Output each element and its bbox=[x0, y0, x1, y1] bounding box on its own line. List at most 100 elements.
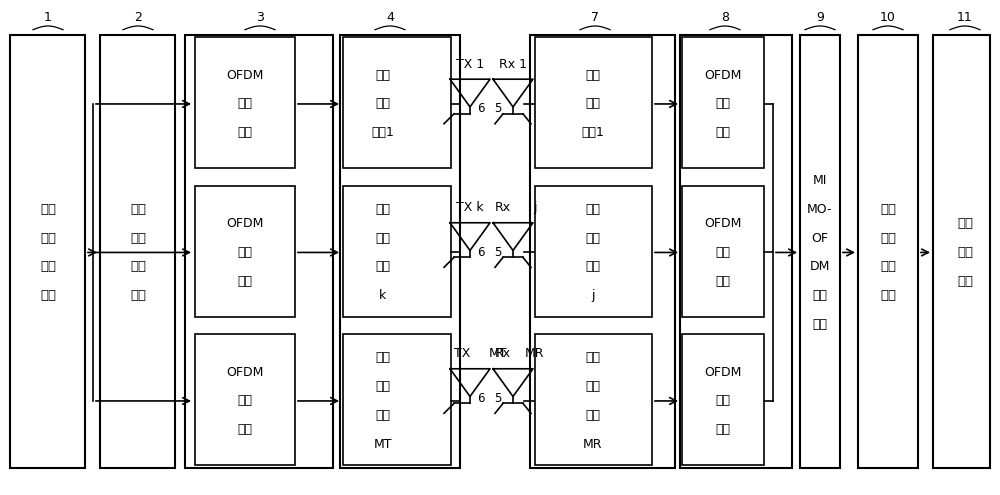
Bar bbox=[800, 35, 840, 468]
Text: TX k: TX k bbox=[456, 201, 484, 214]
Bar bbox=[535, 186, 652, 317]
Text: 单元: 单元 bbox=[130, 289, 146, 302]
Text: 11: 11 bbox=[957, 10, 973, 24]
Text: 空时: 空时 bbox=[880, 232, 896, 245]
Text: OF: OF bbox=[812, 232, 828, 245]
Text: 恢复: 恢复 bbox=[957, 246, 973, 259]
Text: 3: 3 bbox=[256, 10, 264, 24]
Text: 5: 5 bbox=[494, 392, 502, 405]
Text: TX 1: TX 1 bbox=[456, 58, 484, 71]
Text: MR: MR bbox=[525, 347, 545, 360]
Text: 单兴1: 单兴1 bbox=[372, 126, 394, 139]
Text: MO-: MO- bbox=[807, 203, 833, 216]
Text: 单兴1: 单兴1 bbox=[582, 126, 604, 139]
Text: 调制: 调制 bbox=[238, 395, 252, 407]
Text: 5: 5 bbox=[494, 246, 502, 259]
Bar bbox=[535, 37, 652, 168]
Text: 发射: 发射 bbox=[376, 69, 390, 82]
Text: 单元: 单元 bbox=[586, 260, 600, 273]
Bar bbox=[682, 186, 764, 317]
Text: 2: 2 bbox=[134, 10, 142, 24]
Text: 6: 6 bbox=[477, 246, 485, 259]
Text: j: j bbox=[591, 289, 595, 302]
Text: 4: 4 bbox=[386, 10, 394, 24]
Text: Rx 1: Rx 1 bbox=[499, 58, 527, 71]
Text: 数据: 数据 bbox=[957, 217, 973, 230]
Bar bbox=[343, 334, 451, 465]
Text: 空时: 空时 bbox=[130, 232, 146, 245]
Bar bbox=[858, 35, 918, 468]
Text: 射频: 射频 bbox=[586, 232, 600, 245]
Text: Rx: Rx bbox=[495, 347, 511, 360]
Text: DM: DM bbox=[810, 260, 830, 273]
Text: 单元: 单元 bbox=[40, 289, 56, 302]
Text: 射频: 射频 bbox=[376, 380, 390, 393]
Text: MI: MI bbox=[813, 174, 827, 187]
Bar bbox=[100, 35, 175, 468]
Text: OFDM: OFDM bbox=[226, 217, 264, 230]
Text: OFDM: OFDM bbox=[226, 69, 264, 82]
Text: 单元: 单元 bbox=[238, 126, 252, 139]
Text: 解调: 解调 bbox=[716, 246, 730, 259]
Text: 单元: 单元 bbox=[238, 423, 252, 436]
Text: 解码: 解码 bbox=[880, 260, 896, 273]
Text: MR: MR bbox=[583, 438, 603, 450]
Bar bbox=[682, 37, 764, 168]
Text: 检测: 检测 bbox=[812, 289, 828, 302]
Text: 编码: 编码 bbox=[130, 260, 146, 273]
Bar bbox=[682, 334, 764, 465]
Text: 发射: 发射 bbox=[376, 203, 390, 216]
Text: 7: 7 bbox=[591, 10, 599, 24]
Text: OFDM: OFDM bbox=[704, 366, 742, 379]
Text: 射频: 射频 bbox=[586, 380, 600, 393]
Text: 单元: 单元 bbox=[238, 275, 252, 288]
Text: 单元: 单元 bbox=[716, 126, 730, 139]
Bar bbox=[343, 186, 451, 317]
Bar bbox=[185, 35, 333, 468]
Text: 射频: 射频 bbox=[376, 232, 390, 245]
Text: Rx: Rx bbox=[495, 201, 511, 214]
Text: 数据: 数据 bbox=[40, 232, 56, 245]
Text: 10: 10 bbox=[880, 10, 896, 24]
Text: 发射: 发射 bbox=[40, 203, 56, 216]
Bar bbox=[933, 35, 990, 468]
Text: 接收: 接收 bbox=[586, 351, 600, 364]
Text: j: j bbox=[533, 201, 537, 214]
Bar bbox=[195, 37, 295, 168]
Text: 单元: 单元 bbox=[880, 289, 896, 302]
Text: 射频: 射频 bbox=[376, 98, 390, 110]
Text: 5: 5 bbox=[494, 102, 502, 115]
Text: MT: MT bbox=[489, 347, 507, 360]
Text: 1: 1 bbox=[44, 10, 52, 24]
Text: OFDM: OFDM bbox=[704, 69, 742, 82]
Text: 接收: 接收 bbox=[586, 69, 600, 82]
Text: 6: 6 bbox=[477, 102, 485, 115]
Text: 解调: 解调 bbox=[716, 98, 730, 110]
Text: 处理: 处理 bbox=[40, 260, 56, 273]
Text: 6: 6 bbox=[477, 392, 485, 405]
Text: 单元: 单元 bbox=[586, 409, 600, 422]
Text: 调制: 调制 bbox=[238, 98, 252, 110]
Text: 单元: 单元 bbox=[376, 409, 390, 422]
Text: 发射: 发射 bbox=[376, 351, 390, 364]
Bar bbox=[343, 37, 451, 168]
Text: 单元: 单元 bbox=[716, 275, 730, 288]
Bar bbox=[535, 334, 652, 465]
Text: 8: 8 bbox=[721, 10, 729, 24]
Text: TX: TX bbox=[454, 347, 470, 360]
Bar bbox=[340, 35, 460, 468]
Text: 分层: 分层 bbox=[130, 203, 146, 216]
Bar bbox=[195, 186, 295, 317]
Bar bbox=[10, 35, 85, 468]
Text: 射频: 射频 bbox=[586, 98, 600, 110]
Text: 分层: 分层 bbox=[880, 203, 896, 216]
Text: 解调: 解调 bbox=[716, 395, 730, 407]
Text: OFDM: OFDM bbox=[704, 217, 742, 230]
Text: 单元: 单元 bbox=[376, 260, 390, 273]
Text: k: k bbox=[379, 289, 387, 302]
Text: 单元: 单元 bbox=[812, 318, 828, 331]
Text: OFDM: OFDM bbox=[226, 366, 264, 379]
Text: 9: 9 bbox=[816, 10, 824, 24]
Text: 调制: 调制 bbox=[238, 246, 252, 259]
Text: MT: MT bbox=[374, 438, 392, 450]
